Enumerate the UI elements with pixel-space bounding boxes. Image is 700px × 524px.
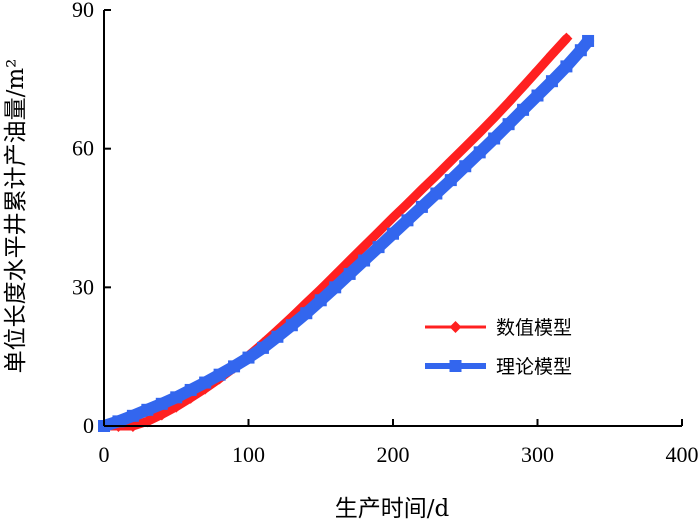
square-marker [582,34,595,47]
diamond-marker [502,96,515,109]
square-marker [387,227,399,240]
square-marker [531,89,544,102]
diamond-marker [415,183,428,196]
legend-item: 数值模型 [425,317,572,339]
square-marker [488,132,501,145]
x-axis-title: 生产时间/d [335,496,450,522]
y-tick-label: 0 [83,413,94,438]
diamond-marker [488,111,501,124]
diamond-marker [387,211,399,224]
square-marker [430,187,443,200]
y-tick-label: 30 [72,274,94,299]
diamond-marker [545,48,558,61]
diamond-marker [473,126,486,139]
legend-label: 理论模型 [496,356,572,378]
legend-marker [449,360,462,372]
square-marker [574,44,587,57]
diamond-marker [560,32,573,45]
square-marker [300,307,313,320]
legend-marker [449,321,462,333]
square-marker [256,341,269,354]
square-marker [545,75,558,88]
square-marker [372,241,385,254]
x-tick-label: 300 [521,442,554,467]
x-tick-label: 200 [377,442,410,467]
diamond-marker [358,240,371,253]
diamond-marker [141,415,154,428]
x-tick-label: 0 [99,442,110,467]
square-marker [401,214,414,227]
square-marker [314,294,327,307]
diamond-marker [444,155,457,168]
square-marker [343,267,356,280]
y-tick-label: 90 [72,0,94,22]
x-tick-label: 100 [232,442,265,467]
square-marker [444,174,457,187]
square-marker [329,281,342,294]
legend-label: 数值模型 [496,317,572,339]
series-theoretical-model [98,34,595,432]
square-marker [228,360,241,373]
square-marker [358,254,371,267]
square-marker [170,391,183,404]
legend-item: 理论模型 [425,356,572,378]
square-marker [560,60,573,73]
diamond-marker [372,225,385,238]
square-marker [271,330,284,343]
square-marker [459,160,472,173]
square-marker [184,383,197,396]
diamond-marker [517,80,530,93]
x-tick-label: 400 [666,442,699,467]
square-marker [199,376,212,389]
square-marker [473,146,486,159]
square-marker [415,200,428,213]
square-marker [126,409,139,422]
square-marker [155,397,168,410]
diamond-marker [531,64,544,77]
diamond-marker [401,197,414,210]
square-marker [112,415,125,428]
diamond-marker [430,169,443,182]
square-marker [141,403,154,416]
square-marker [242,351,255,364]
y-axis-title: 单位长度水平井累计产油量/m² [3,59,29,374]
y-tick-label: 60 [72,136,94,161]
square-marker [502,118,515,131]
square-marker [213,368,226,381]
diamond-marker [459,140,472,153]
square-marker [517,103,530,116]
square-marker [285,319,298,332]
